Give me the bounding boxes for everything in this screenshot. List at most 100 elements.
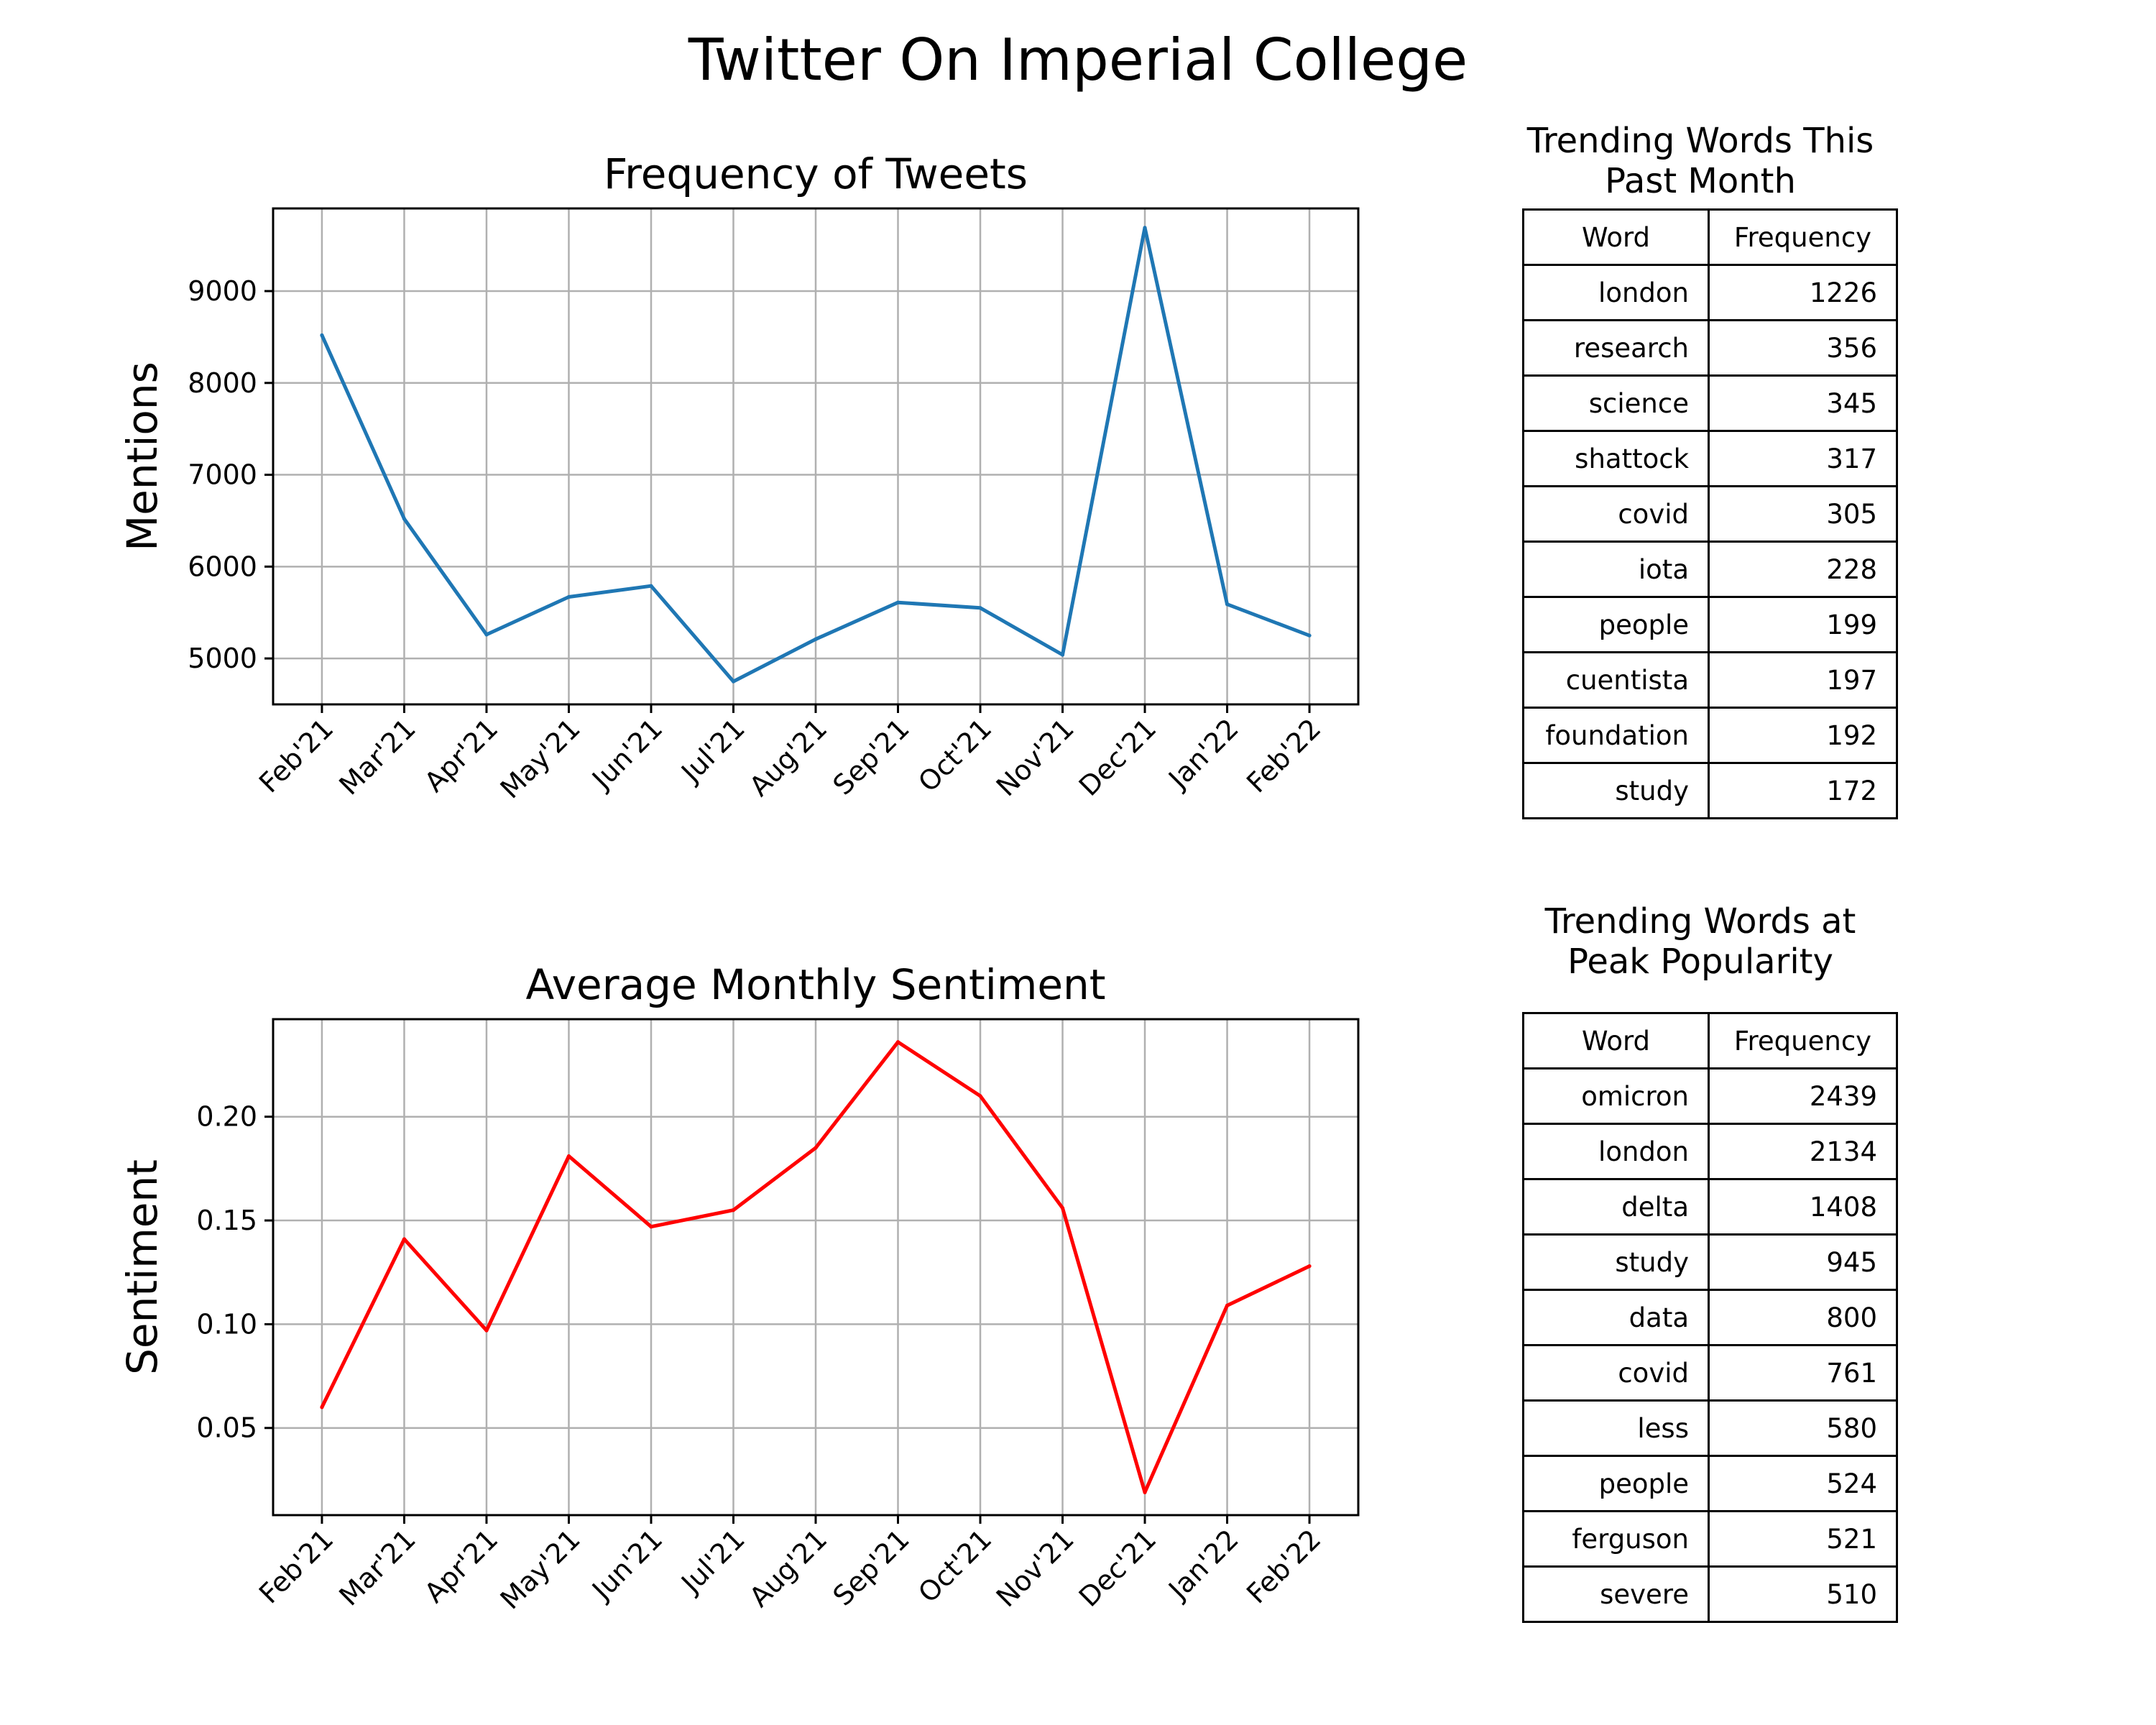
frequency-cell: 945 — [1708, 1233, 1898, 1291]
table-row: study 172 — [1522, 762, 1898, 819]
x-tick-label: Feb'22 — [1240, 712, 1327, 799]
figure-title: Twitter On Imperial College — [688, 27, 1468, 93]
data-point — [978, 606, 982, 610]
x-tick-label: Mar'21 — [333, 712, 421, 801]
table-row: less 580 — [1522, 1399, 1898, 1457]
data-point — [895, 1040, 900, 1044]
x-tick-label: Apr'21 — [418, 1523, 504, 1609]
table-2-title: Trending Words at Peak Popularity — [1499, 901, 1902, 982]
header-frequency: Frequency — [1708, 208, 1898, 266]
data-point — [1143, 1490, 1147, 1494]
y-tick-label: 9000 — [188, 275, 257, 307]
word-cell: covid — [1522, 485, 1710, 543]
x-tick-label: Dec'21 — [1073, 1523, 1163, 1613]
x-tick-label: Apr'21 — [418, 712, 504, 798]
frequency-cell: 2134 — [1708, 1123, 1898, 1180]
frequency-cell: 2439 — [1708, 1067, 1898, 1125]
word-cell: omicron — [1522, 1067, 1710, 1125]
x-tick-label: Oct'21 — [912, 712, 998, 798]
frequency-cell: 510 — [1708, 1565, 1898, 1623]
frequency-cell: 228 — [1708, 540, 1898, 598]
header-frequency: Frequency — [1708, 1012, 1898, 1070]
frequency-cell: 580 — [1708, 1399, 1898, 1457]
y-tick-label: 0.20 — [196, 1101, 257, 1133]
frequency-cell: 761 — [1708, 1344, 1898, 1402]
data-point — [978, 1094, 982, 1098]
x-tick-label: Sep'21 — [827, 1523, 916, 1611]
word-cell: severe — [1522, 1565, 1710, 1623]
table-row: severe 510 — [1522, 1565, 1898, 1623]
word-cell: less — [1522, 1399, 1710, 1457]
word-cell: people — [1522, 596, 1710, 653]
word-cell: study — [1522, 762, 1710, 819]
x-tick-label: Nov'21 — [990, 1523, 1080, 1613]
table-header-row: Word Frequency — [1522, 1012, 1898, 1070]
table-row: london 2134 — [1522, 1123, 1898, 1180]
table-1-title-line-1: Trending Words This — [1526, 121, 1874, 161]
frequency-cell: 521 — [1708, 1510, 1898, 1568]
y-tick-label: 0.10 — [196, 1308, 257, 1340]
data-point — [1060, 1206, 1065, 1210]
word-cell: foundation — [1522, 707, 1710, 764]
table-row: science 345 — [1522, 374, 1898, 432]
table-row: data 800 — [1522, 1289, 1898, 1346]
data-point — [814, 1146, 818, 1150]
data-point — [649, 584, 653, 588]
x-tick-label: Jan'22 — [1161, 1523, 1245, 1606]
trending-words-peak-popularity-table: Word Frequency omicron 2439 london 2134 delt… — [1522, 1012, 1898, 1623]
data-point — [731, 1208, 736, 1213]
tweet-frequency-chart: 5000 6000 7000 8000 9000 Feb'21Mar'21Apr'21Ma… — [118, 150, 1360, 805]
header-word: Word — [1522, 1012, 1710, 1070]
word-cell: study — [1522, 1233, 1710, 1291]
x-tick-label: Dec'21 — [1073, 712, 1163, 802]
data-point — [649, 1225, 653, 1229]
word-cell: cuentista — [1522, 651, 1710, 709]
header-word: Word — [1522, 208, 1710, 266]
table-row: study 945 — [1522, 1233, 1898, 1291]
x-tick-label: Sep'21 — [827, 712, 916, 801]
x-tick-label: Mar'21 — [333, 1523, 421, 1611]
table-header-row: Word Frequency — [1522, 208, 1898, 266]
table-row: research 356 — [1522, 319, 1898, 377]
x-tick-label: Jun'21 — [585, 712, 668, 796]
word-cell: iota — [1522, 540, 1710, 598]
y-tick-label: 6000 — [188, 551, 257, 582]
data-point — [1225, 1303, 1230, 1308]
table-row: iota 228 — [1522, 540, 1898, 598]
data-point — [1307, 633, 1312, 638]
word-cell: science — [1522, 374, 1710, 432]
word-cell: shattock — [1522, 430, 1710, 487]
x-tick-label: May'21 — [494, 1523, 586, 1615]
data-point — [1060, 653, 1065, 657]
word-cell: london — [1522, 1123, 1710, 1180]
data-point — [320, 333, 324, 337]
frequency-cell: 197 — [1708, 651, 1898, 709]
frequency-cell: 356 — [1708, 319, 1898, 377]
table-1-title: Trending Words This Past Month — [1499, 121, 1902, 201]
y-tick-label: 0.15 — [196, 1205, 257, 1236]
word-cell: london — [1522, 264, 1710, 321]
word-cell: people — [1522, 1455, 1710, 1512]
table-row: ferguson 521 — [1522, 1510, 1898, 1568]
chart-title: Frequency of Tweets — [604, 150, 1028, 198]
y-tick-label: 5000 — [188, 643, 257, 674]
data-point — [484, 632, 489, 637]
table-row: covid 761 — [1522, 1344, 1898, 1402]
x-tick-label: Oct'21 — [912, 1523, 998, 1609]
frequency-cell: 345 — [1708, 374, 1898, 432]
table-row: shattock 317 — [1522, 430, 1898, 487]
frequency-cell: 199 — [1708, 596, 1898, 653]
table-row: covid 305 — [1522, 485, 1898, 543]
table-row: people 524 — [1522, 1455, 1898, 1512]
x-tick-label: Feb'21 — [253, 712, 339, 799]
x-tick-label: Feb'21 — [253, 1523, 339, 1609]
data-point — [566, 594, 571, 599]
data-point — [895, 600, 900, 604]
table-row: london 1226 — [1522, 264, 1898, 321]
table-row: people 199 — [1522, 596, 1898, 653]
data-point — [731, 679, 736, 684]
frequency-cell: 1408 — [1708, 1178, 1898, 1236]
word-cell: delta — [1522, 1178, 1710, 1236]
data-point — [814, 637, 818, 641]
